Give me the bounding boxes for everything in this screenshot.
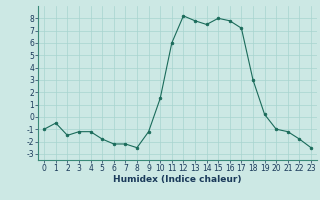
X-axis label: Humidex (Indice chaleur): Humidex (Indice chaleur) xyxy=(113,175,242,184)
